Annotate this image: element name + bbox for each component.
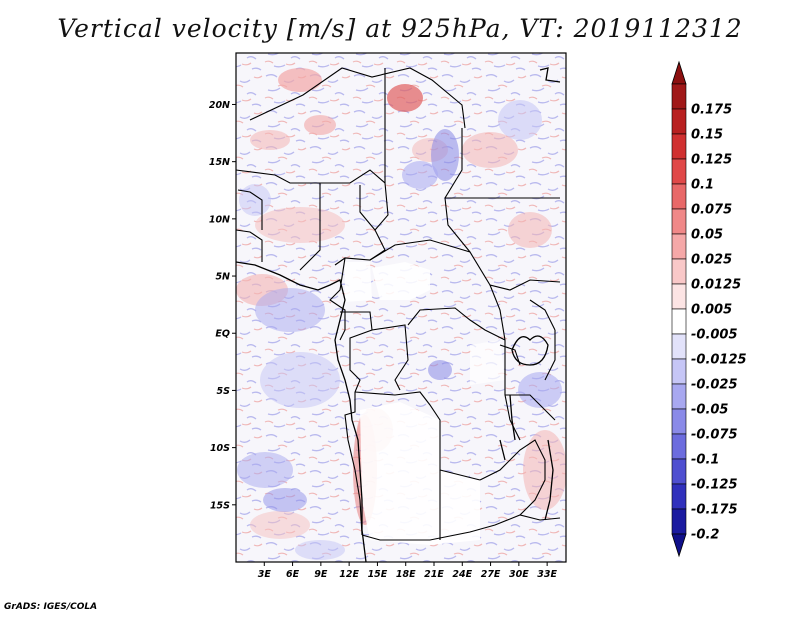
lon-tick-label: 33E [537,569,557,580]
colorbar-top-arrow [671,60,687,85]
colorbar-label: 0.15 [691,128,723,143]
lon-tick-label: 12E [339,569,359,580]
colorbar-label: -0.2 [691,528,719,543]
colorbar-label: 0.025 [691,253,732,268]
lat-tick-label: 20N [209,100,230,111]
colorbar-swatch [671,208,687,235]
lon-tick-label: 18E [396,569,416,580]
colorbar-label: 0.075 [691,203,732,218]
latitude-axis: 20N 15N 10N 5N EQ 5S 10S 15S [209,100,236,511]
colorbar-swatch [671,508,687,535]
colorbar-label: -0.025 [691,378,738,393]
longitude-axis: 3E 6E 9E 12E 15E 18E 21E 24E 27E 30E 33E [258,562,558,580]
colorbar-swatch [671,408,687,435]
lat-tick-label: EQ [215,329,230,340]
colorbar-label: -0.0125 [691,353,747,368]
colorbar-swatch [671,483,687,510]
colorbar-label: 0.125 [691,153,732,168]
lon-tick-label: 27E [481,569,501,580]
colorbar-label: -0.175 [691,503,738,518]
colorbar-label: -0.005 [691,328,738,343]
colorbar-label: -0.1 [691,453,719,468]
colorbar-swatch [671,258,687,285]
lon-tick-label: 9E [314,569,328,580]
colorbar-swatch [671,333,687,360]
lon-tick-label: 3E [258,569,272,580]
colorbar-swatch [671,458,687,485]
colorbar-bottom-arrow [671,533,687,558]
colorbar-swatch [671,183,687,210]
lat-tick-label: 5N [215,272,230,283]
colorbar-label: 0.1 [691,178,714,193]
colorbar-swatch [671,358,687,385]
lat-tick-label: 10N [209,214,230,225]
colorbar-label: 0.0125 [691,278,741,293]
country-borders [236,67,561,541]
lon-tick-label: 6E [286,569,300,580]
map-title: Vertical velocity [m/s] at 925hPa, VT: 2… [57,14,743,43]
grads-credit: GrADS: IGES/COLA [4,602,98,612]
colorbar-swatch [671,108,687,135]
colorbar-label: -0.05 [691,403,728,418]
map-plot-area [235,52,567,563]
colorbar-label: 0.005 [691,303,732,318]
coastline [236,67,561,562]
lon-tick-label: 24E [452,569,472,580]
colorbar-swatch [671,233,687,260]
lat-tick-label: 15S [210,500,230,511]
lat-tick-label: 5S [217,386,231,397]
lon-tick-label: 30E [509,569,529,580]
lon-tick-label: 15E [368,569,388,580]
lat-tick-label: 10S [210,443,230,454]
colorbar-swatch [671,383,687,410]
map-frame [235,52,567,563]
colorbar-label: -0.075 [691,428,738,443]
colorbar-label: -0.125 [691,478,738,493]
colorbar-label: 0.05 [691,228,723,243]
colorbar: 0.175 0.15 0.125 0.1 0.075 0.05 0.025 0.0125 0.0… [671,60,747,558]
colorbar-swatch [671,83,687,110]
colorbar-swatch [671,433,687,460]
colorbar-label: 0.175 [691,103,732,118]
colorbar-swatch [671,283,687,310]
colorbar-swatch [671,158,687,185]
lon-tick-label: 21E [424,569,444,580]
lat-tick-label: 15N [209,157,230,168]
colorbar-swatch [671,133,687,160]
colorbar-swatch [671,308,687,335]
